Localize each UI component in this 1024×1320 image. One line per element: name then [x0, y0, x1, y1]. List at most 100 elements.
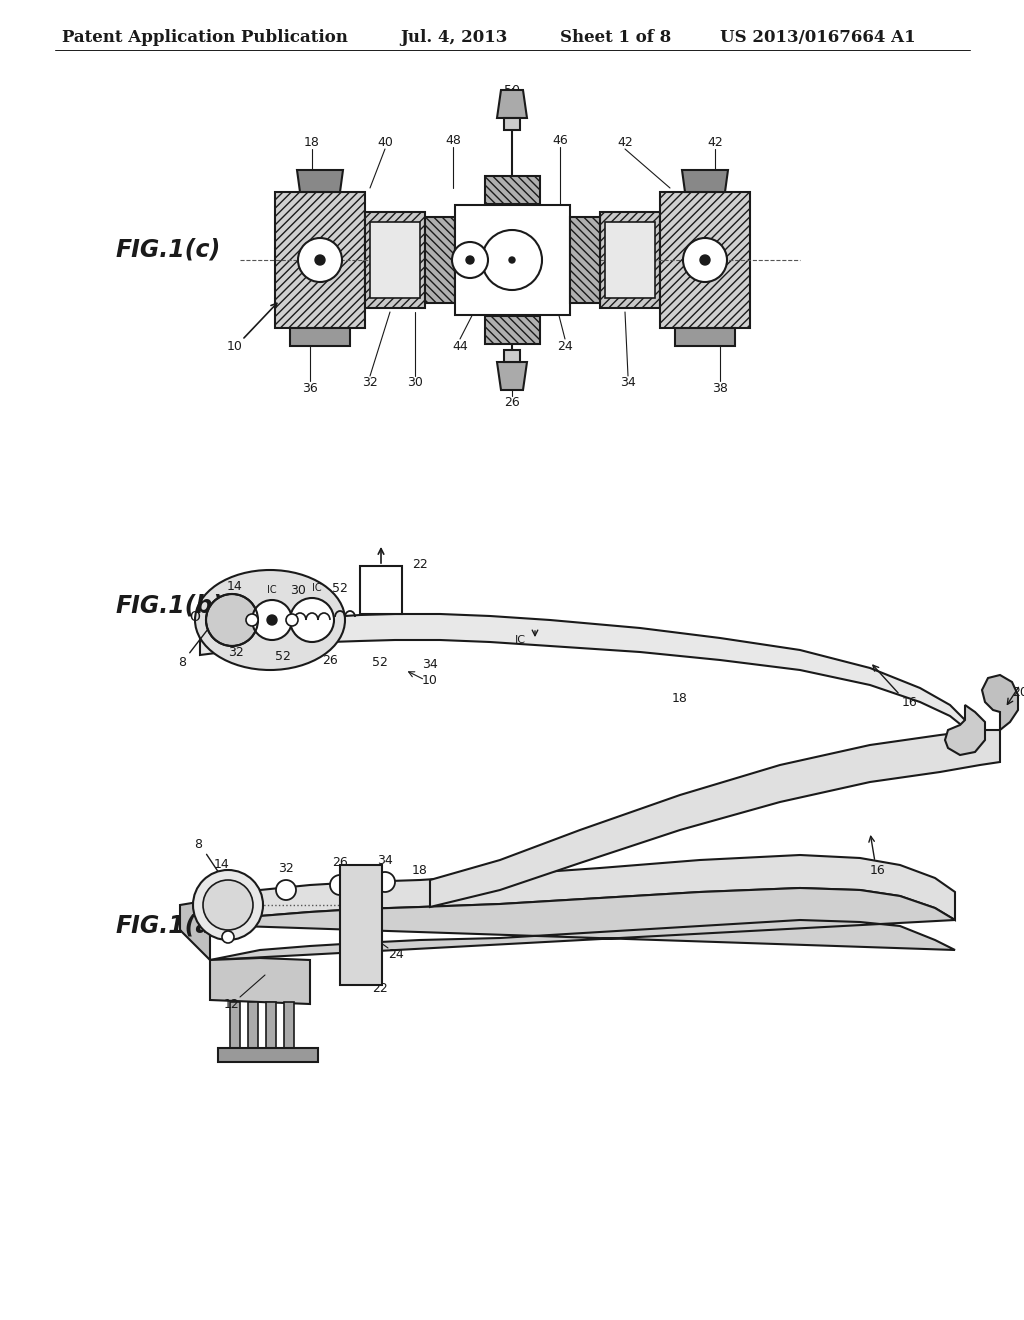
Circle shape — [315, 255, 325, 265]
Circle shape — [298, 238, 342, 282]
Bar — [230, 1002, 240, 1049]
Text: 18: 18 — [304, 136, 319, 149]
Polygon shape — [982, 675, 1018, 730]
Text: 52: 52 — [379, 581, 395, 594]
Text: US 2013/0167664 A1: US 2013/0167664 A1 — [720, 29, 915, 45]
Polygon shape — [497, 90, 527, 117]
Text: 22: 22 — [372, 982, 388, 994]
Circle shape — [267, 615, 278, 624]
Text: 8: 8 — [178, 656, 186, 669]
Circle shape — [252, 601, 292, 640]
Text: Jul. 4, 2013: Jul. 4, 2013 — [400, 29, 507, 45]
Text: 34: 34 — [377, 854, 393, 866]
Bar — [660, 191, 750, 327]
Circle shape — [452, 242, 488, 279]
Circle shape — [290, 598, 334, 642]
Bar — [675, 327, 735, 346]
Text: 30: 30 — [408, 376, 423, 389]
Text: 34: 34 — [422, 657, 438, 671]
Circle shape — [246, 614, 258, 626]
Bar — [425, 216, 455, 304]
Circle shape — [466, 256, 474, 264]
Text: 26: 26 — [332, 857, 348, 870]
Text: 12: 12 — [224, 998, 240, 1011]
Text: 20: 20 — [1012, 685, 1024, 698]
Text: 50: 50 — [504, 83, 520, 96]
Text: 24: 24 — [557, 339, 572, 352]
Bar — [370, 222, 420, 298]
Circle shape — [203, 880, 253, 931]
Polygon shape — [682, 170, 728, 191]
Text: 22: 22 — [412, 558, 428, 572]
Text: 44: 44 — [453, 339, 468, 352]
Text: 42: 42 — [617, 136, 633, 149]
Text: +: + — [221, 888, 234, 906]
Circle shape — [206, 594, 258, 645]
Ellipse shape — [195, 570, 345, 671]
Text: 38: 38 — [712, 381, 728, 395]
Circle shape — [375, 873, 395, 892]
Bar — [218, 1048, 318, 1063]
Polygon shape — [297, 170, 343, 191]
Text: F: F — [701, 253, 709, 267]
Bar — [570, 216, 600, 304]
Bar — [340, 865, 382, 985]
Text: 30: 30 — [290, 583, 306, 597]
Text: 42: 42 — [708, 136, 723, 149]
Text: 26: 26 — [323, 653, 338, 667]
Text: 32: 32 — [362, 376, 378, 389]
Circle shape — [286, 614, 298, 626]
Polygon shape — [180, 900, 210, 960]
Polygon shape — [497, 362, 527, 389]
Text: 40: 40 — [377, 136, 393, 149]
Circle shape — [330, 875, 350, 895]
Polygon shape — [210, 855, 955, 925]
Text: 16: 16 — [870, 863, 886, 876]
Polygon shape — [210, 888, 955, 960]
Text: 16: 16 — [902, 697, 918, 710]
Bar — [455, 205, 570, 315]
Text: O: O — [189, 610, 201, 624]
Text: 32: 32 — [228, 645, 244, 659]
Text: 46: 46 — [552, 133, 568, 147]
Text: Sheet 1 of 8: Sheet 1 of 8 — [560, 29, 672, 45]
Bar — [365, 213, 425, 308]
Bar — [248, 1002, 258, 1049]
Text: 52: 52 — [275, 651, 291, 664]
Polygon shape — [945, 705, 985, 755]
Circle shape — [700, 255, 710, 265]
Bar — [504, 350, 520, 362]
Text: 52: 52 — [332, 582, 348, 595]
Text: 18: 18 — [412, 863, 428, 876]
Text: 26: 26 — [504, 396, 520, 409]
Text: 18: 18 — [672, 692, 688, 705]
Text: 10: 10 — [422, 673, 438, 686]
Bar — [360, 566, 402, 614]
Text: R: R — [508, 253, 516, 267]
Text: F: F — [316, 253, 324, 267]
Text: 8: 8 — [194, 837, 202, 850]
Text: IC: IC — [514, 635, 525, 645]
Text: 36: 36 — [302, 381, 317, 395]
Text: 52: 52 — [372, 656, 388, 668]
Polygon shape — [430, 730, 1000, 907]
Bar — [290, 327, 350, 346]
Circle shape — [482, 230, 542, 290]
Bar — [485, 315, 540, 345]
Text: 24: 24 — [388, 948, 403, 961]
Text: 34: 34 — [621, 376, 636, 389]
Text: o: o — [224, 912, 231, 921]
Bar — [605, 222, 655, 298]
Text: 14: 14 — [214, 858, 229, 871]
Bar — [600, 213, 660, 308]
Text: F: F — [467, 255, 473, 265]
Circle shape — [222, 931, 234, 942]
Circle shape — [683, 238, 727, 282]
Bar — [485, 176, 540, 205]
Bar — [266, 1002, 276, 1049]
Text: Patent Application Publication: Patent Application Publication — [62, 29, 348, 45]
Bar — [275, 191, 365, 327]
Text: 14: 14 — [227, 579, 243, 593]
Polygon shape — [200, 614, 965, 729]
Circle shape — [509, 257, 515, 263]
